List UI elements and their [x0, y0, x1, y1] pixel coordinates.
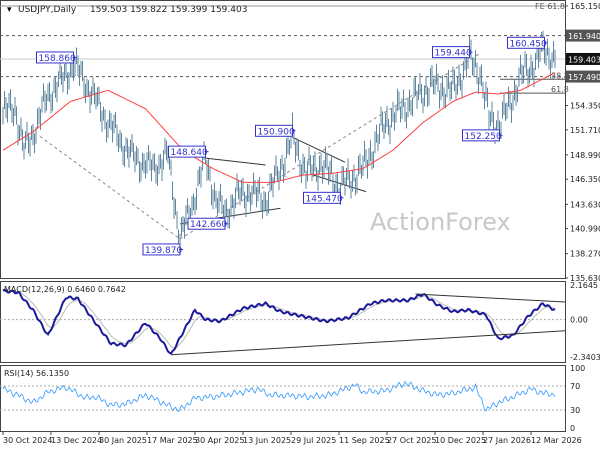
- y-tick-label: 135.630: [570, 274, 600, 283]
- x-tick-label: 27 Oct 2025: [387, 436, 436, 445]
- watermark: ActionForex: [370, 208, 511, 236]
- x-tick-label: 11 Sep 2025: [339, 436, 390, 445]
- macd-tick-label: 2.1645: [570, 281, 598, 290]
- symbol-label: USDJPY,Daily: [18, 5, 77, 15]
- macd-pane-frame: [0, 281, 566, 363]
- ohlc-readout: 159.503 159.822 159.399 159.403: [90, 5, 247, 15]
- rsi-tick-label: 30: [570, 406, 580, 415]
- price-label: 139.870: [145, 246, 182, 256]
- price-label: 158.860: [39, 54, 76, 64]
- macd-tick-label: -2.3403: [570, 353, 600, 362]
- fib-label: 38.2: [551, 71, 569, 80]
- level-tag: [566, 52, 600, 65]
- x-tick-label: 30 Apr 2025: [195, 436, 244, 445]
- moving-average-line: [2, 72, 556, 183]
- price-label: 152.250: [465, 132, 502, 142]
- x-tick-label: 29 Jul 2025: [291, 436, 336, 445]
- trendline: [179, 53, 481, 240]
- level-tag: [566, 29, 600, 42]
- y-tick-label: 143.630: [570, 200, 600, 209]
- y-tick-label: 138.270: [570, 250, 600, 259]
- trendline: [292, 136, 346, 163]
- y-tick-label: 148.990: [570, 151, 600, 160]
- x-tick-label: 27 Jan 2026: [483, 436, 531, 445]
- price-label: 148.640: [171, 148, 208, 158]
- price-label: 150.900: [258, 127, 295, 137]
- macd-trendline: [170, 330, 566, 356]
- macd-line: [2, 288, 556, 355]
- rsi-tick-label: 100: [570, 364, 585, 373]
- level-tag: [566, 70, 600, 83]
- rsi-pane-frame: [0, 365, 566, 432]
- y-tick-label: 146.350: [570, 175, 600, 184]
- x-tick-label: 13 Dec 2024: [51, 436, 102, 445]
- price-label: 159.440: [435, 49, 472, 59]
- price-label: 160.450: [510, 39, 547, 49]
- macd-title: MACD(12,26,9) 0.6460 0.7642: [4, 285, 126, 294]
- fib-label: FE 61.8: [535, 2, 565, 11]
- trendline: [205, 157, 266, 166]
- trendline: [39, 135, 181, 240]
- trendline: [310, 173, 367, 193]
- price-label: 142.660: [190, 220, 227, 230]
- x-tick-label: 17 Mar 2025: [147, 436, 198, 445]
- rsi-line: [2, 380, 556, 413]
- rsi-tick-label: 0: [570, 424, 575, 433]
- x-tick-label: 12 Mar 2026: [531, 436, 582, 445]
- level-label: 159.403: [568, 55, 600, 64]
- y-tick-label: 165.150: [570, 2, 600, 11]
- rsi-tick-label: 70: [570, 382, 580, 391]
- x-tick-label: 30 Oct 2024: [3, 436, 52, 445]
- main-pane-frame: [0, 0, 566, 279]
- y-tick-label: 151.710: [570, 126, 600, 135]
- y-tick-label: 154.350: [570, 102, 600, 111]
- macd-trendline: [415, 293, 566, 303]
- macd-tick-label: 0.00: [570, 316, 588, 325]
- x-tick-label: 13 Jun 2025: [243, 436, 291, 445]
- y-tick-label: 140.990: [570, 225, 600, 234]
- level-label: 157.490: [568, 73, 600, 82]
- triangle-icon: ▾: [7, 5, 12, 15]
- level-label: 161.940: [568, 32, 600, 41]
- rsi-title: RSI(14) 56.1350: [4, 369, 69, 378]
- fib-label: 61.8: [551, 85, 569, 94]
- x-tick-label: 30 Jan 2025: [99, 436, 147, 445]
- x-tick-label: 10 Dec 2025: [435, 436, 486, 445]
- price-label: 145.470: [306, 194, 343, 204]
